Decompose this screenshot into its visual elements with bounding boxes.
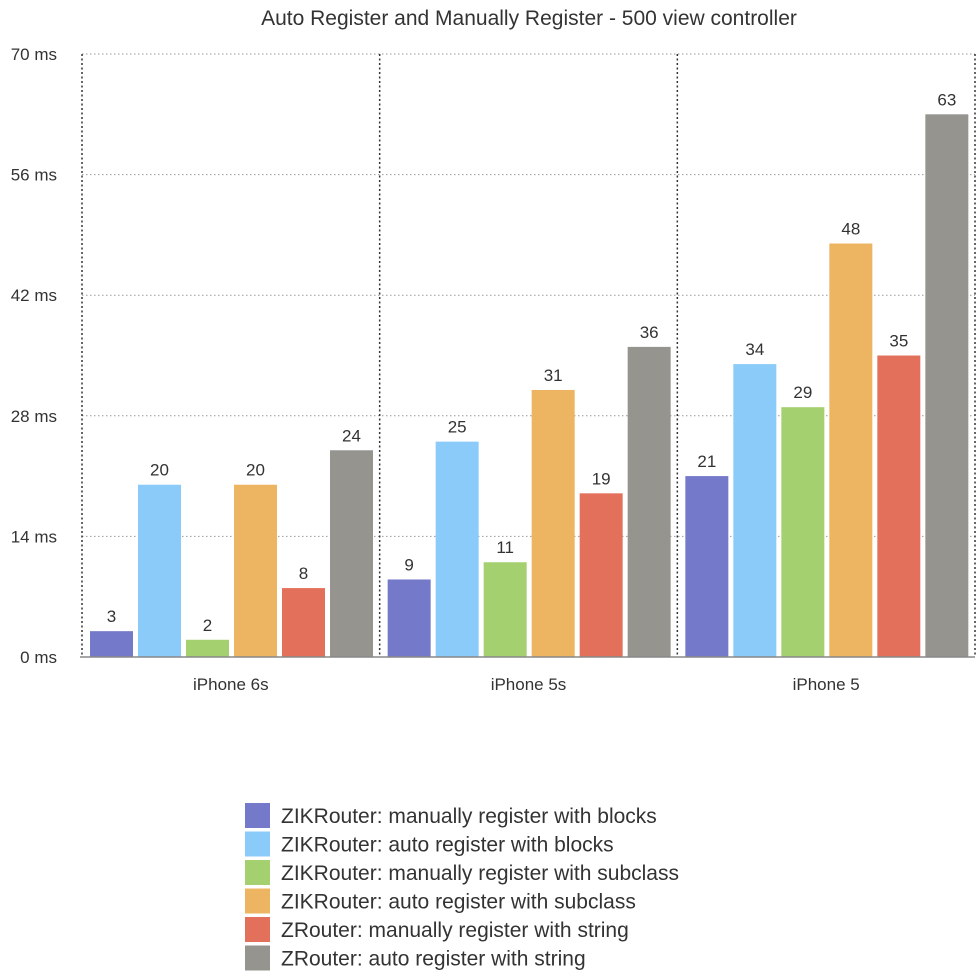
data-label: 36: [640, 323, 659, 342]
legend-label: ZIKRouter: manually register with subcla…: [281, 862, 679, 885]
bar: [579, 493, 623, 657]
data-label: 20: [246, 461, 265, 480]
bar: [330, 450, 373, 657]
chart-title: Auto Register and Manually Register - 50…: [261, 7, 797, 30]
data-label: 2: [203, 616, 212, 635]
legend-swatch: [245, 803, 270, 828]
bar: [483, 562, 527, 657]
y-tick-label: 0 ms: [20, 648, 57, 667]
data-label: 24: [342, 426, 361, 445]
bar: [531, 389, 575, 657]
legend-label: ZIKRouter: manually register with blocks: [281, 805, 657, 828]
data-label: 35: [889, 332, 908, 351]
x-tick-label: iPhone 5s: [491, 675, 567, 694]
y-tick-label: 70 ms: [11, 45, 57, 64]
y-tick-label: 42 ms: [11, 286, 57, 305]
data-label: 25: [448, 418, 467, 437]
bar: [925, 114, 969, 658]
data-label: 3: [107, 607, 116, 626]
bars: [90, 114, 969, 658]
bar: [138, 484, 181, 657]
legend-label: ZRouter: auto register with string: [281, 948, 586, 971]
legend-label: ZRouter: manually register with string: [281, 919, 629, 942]
bar: [829, 243, 873, 657]
bar: [435, 441, 479, 657]
legend-swatch: [245, 860, 270, 885]
data-label: 29: [793, 383, 812, 402]
legend-swatch: [245, 917, 270, 942]
bar: [627, 346, 671, 657]
data-label: 34: [745, 340, 764, 359]
x-tick-label: iPhone 6s: [193, 675, 269, 694]
data-label: 19: [592, 469, 611, 488]
data-label: 63: [937, 90, 956, 109]
legend-label: ZIKRouter: auto register with blocks: [281, 834, 614, 857]
legend-swatch: [245, 831, 270, 857]
data-label: 31: [544, 366, 563, 385]
bar: [234, 484, 277, 657]
y-tick-label: 28 ms: [11, 407, 57, 426]
legend-label: ZIKRouter: auto register with subclass: [281, 891, 636, 914]
legend: ZIKRouter: manually register with blocks…: [245, 803, 679, 971]
data-label: 8: [299, 564, 308, 583]
data-label: 20: [150, 461, 169, 480]
axes: 0 ms 14 ms 28 ms 42 ms 56 ms 70 ms iPhone 6s iP…: [11, 45, 975, 694]
bar: [685, 476, 729, 657]
bar: [282, 588, 325, 657]
x-tick-label: iPhone 5: [793, 675, 860, 694]
legend-swatch: [245, 888, 270, 914]
bar: [90, 631, 133, 657]
y-tick-label: 14 ms: [11, 527, 57, 546]
bar: [733, 364, 777, 657]
data-labels: 3 20 2 20 8 24 9 25 11 31 19 36 21 34 29 48 35 63: [107, 90, 957, 634]
legend-swatch: [245, 945, 270, 971]
data-label: 11: [496, 538, 514, 557]
bar: [877, 355, 921, 657]
grid: [81, 53, 976, 657]
bar: [186, 639, 229, 657]
bar: [387, 579, 431, 657]
data-label: 21: [697, 452, 716, 471]
y-tick-label: 56 ms: [11, 166, 57, 185]
data-label: 9: [404, 555, 413, 574]
bar: [781, 407, 825, 657]
data-label: 48: [841, 220, 860, 239]
